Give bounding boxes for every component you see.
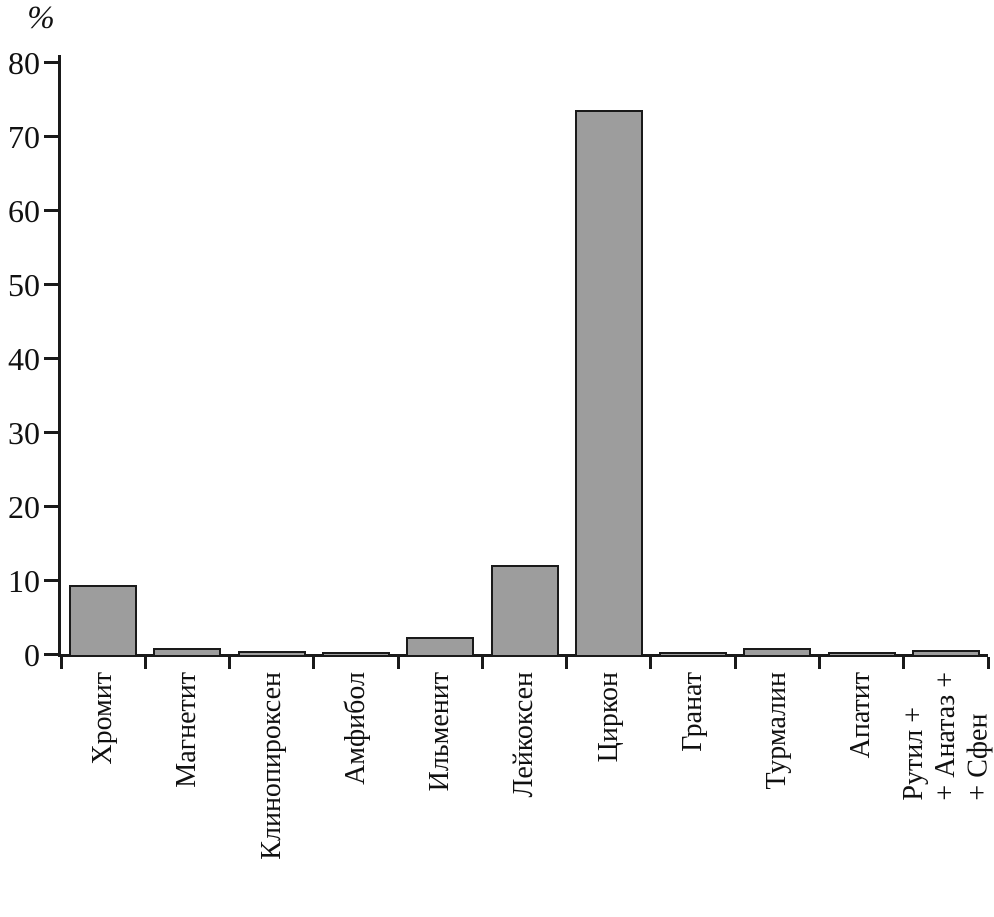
x-axis-tick [733,657,737,669]
y-axis-tick [44,357,58,360]
category-label-text: Амфибол [339,672,371,785]
x-axis-category-label: Рутил + + Анатаз + + Сфен [898,672,993,917]
x-axis-category-label: Ильменит [398,672,482,917]
y-axis-tick-label: 60 [8,193,40,229]
bar [490,565,559,657]
y-axis-tick [44,135,58,138]
x-axis-category-label: Амфибол [314,672,398,917]
category-label-text: Магнетит [171,672,203,788]
bar [827,652,896,657]
category-label-text: Гранат [676,672,708,752]
category-label-text: Рутил + + Анатаз + + Сфен [897,672,993,801]
x-axis-category-label: Хромит [61,672,145,917]
category-label-text: Клинопироксен [255,672,287,860]
x-axis-tick [565,657,569,669]
x-axis-tick [817,657,821,669]
x-axis-tick [649,657,653,669]
bar [69,585,138,657]
bar [574,110,643,657]
y-axis-tick [44,283,58,286]
y-axis-label: % [27,0,55,36]
x-axis-tick [986,657,990,669]
x-axis-category-label: Магнетит [145,672,229,917]
category-label-text: Турмалин [761,672,793,790]
x-axis-category-label: Турмалин [735,672,819,917]
y-axis-tick [44,505,58,508]
category-label-text: Лейкоксен [508,672,540,798]
bar [406,637,475,657]
y-axis-tick [44,209,58,212]
y-axis-tick-label: 0 [24,637,40,673]
x-axis-tick [396,657,400,669]
x-axis-category-label: Гранат [651,672,735,917]
bar [321,652,390,657]
x-axis-category-label: Клинопироксен [230,672,314,917]
y-axis-tick [44,653,58,656]
category-label-text: Циркон [592,672,624,763]
x-axis-category-label: Циркон [567,672,651,917]
x-axis-tick [480,657,484,669]
bar [911,650,980,657]
bar [743,648,812,657]
bar [659,652,728,657]
y-axis-tick-label: 30 [8,415,40,451]
y-axis-tick-label: 80 [8,45,40,81]
y-axis-tick [44,579,58,582]
y-axis-tick-label: 40 [8,341,40,377]
x-axis-tick [228,657,232,669]
x-axis-tick [312,657,316,669]
y-axis-tick-label: 10 [8,563,40,599]
y-axis-tick-label: 70 [8,119,40,155]
y-axis-tick [44,61,58,64]
y-axis-line [58,55,61,657]
y-axis-tick [44,431,58,434]
category-label-text: Ильменит [424,672,456,792]
category-label-text: Апатит [845,672,877,759]
bar [153,648,222,657]
category-label-text: Хромит [87,672,119,765]
x-axis-tick [143,657,147,669]
bar [237,651,306,657]
x-axis-category-label: Апатит [819,672,903,917]
y-axis-tick-label: 50 [8,267,40,303]
x-axis-tick [59,657,63,669]
x-axis-tick [902,657,906,669]
y-axis-tick-label: 20 [8,489,40,525]
x-axis-category-label: Лейкоксен [482,672,566,917]
